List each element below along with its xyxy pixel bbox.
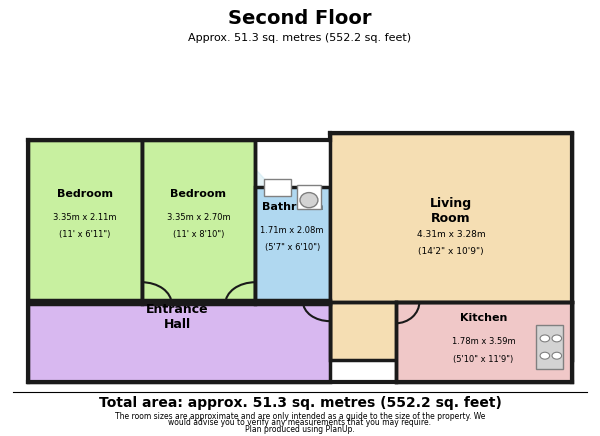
FancyArrow shape bbox=[199, 166, 306, 230]
Text: t: t bbox=[140, 239, 161, 282]
Text: Total area: approx. 51.3 sq. metres (552.2 sq. feet): Total area: approx. 51.3 sq. metres (552… bbox=[98, 396, 502, 410]
Text: r: r bbox=[397, 239, 419, 282]
Text: 4.31m x 3.28m: 4.31m x 3.28m bbox=[417, 230, 485, 239]
Text: The room sizes are approximate and are only intended as a guide to the size of t: The room sizes are approximate and are o… bbox=[115, 412, 485, 421]
Text: Plan produced using PlanUp.: Plan produced using PlanUp. bbox=[245, 425, 355, 434]
Text: 1.78m x 3.59m: 1.78m x 3.59m bbox=[452, 337, 515, 346]
Bar bbox=[297, 185, 321, 209]
Text: 3.35m x 2.11m: 3.35m x 2.11m bbox=[53, 213, 117, 222]
Text: (11' x 8'10"): (11' x 8'10") bbox=[173, 230, 224, 239]
Text: Bedroom: Bedroom bbox=[57, 189, 113, 199]
Bar bbox=[28, 300, 330, 382]
Text: (5'10" x 11'9"): (5'10" x 11'9") bbox=[453, 354, 514, 364]
Circle shape bbox=[540, 335, 550, 342]
Text: Kitchen: Kitchen bbox=[460, 313, 507, 323]
Circle shape bbox=[552, 352, 562, 359]
Bar bbox=[395, 302, 572, 382]
Text: T: T bbox=[46, 239, 76, 282]
Bar bbox=[330, 133, 572, 360]
Text: (11' x 6'11"): (11' x 6'11") bbox=[59, 230, 110, 239]
Text: (14'2" x 10'9"): (14'2" x 10'9") bbox=[418, 248, 484, 256]
Ellipse shape bbox=[300, 193, 318, 208]
Text: 3.35m x 2.70m: 3.35m x 2.70m bbox=[167, 213, 230, 222]
Circle shape bbox=[552, 335, 562, 342]
Text: Approx. 51.3 sq. metres (552.2 sq. feet): Approx. 51.3 sq. metres (552.2 sq. feet) bbox=[188, 33, 412, 43]
Text: s: s bbox=[436, 239, 463, 282]
Bar bbox=[264, 178, 291, 196]
Bar bbox=[255, 187, 330, 304]
Text: Bathroom: Bathroom bbox=[262, 201, 323, 211]
Circle shape bbox=[540, 352, 550, 359]
Text: (5'7" x 6'10"): (5'7" x 6'10") bbox=[265, 243, 320, 252]
Text: would advise you to verify any measurements that you may require.: would advise you to verify any measureme… bbox=[169, 418, 431, 427]
Text: 1.71m x 2.08m: 1.71m x 2.08m bbox=[260, 226, 324, 235]
Text: o: o bbox=[171, 239, 202, 282]
Text: u: u bbox=[93, 239, 125, 282]
Bar bbox=[536, 325, 563, 369]
Bar bbox=[142, 140, 255, 304]
Text: Entrance
Hall: Entrance Hall bbox=[146, 303, 209, 331]
Text: Bedroom: Bedroom bbox=[170, 189, 226, 199]
Text: Living
Room: Living Room bbox=[430, 197, 472, 225]
Bar bbox=[28, 140, 142, 304]
Text: Second Floor: Second Floor bbox=[228, 9, 372, 28]
